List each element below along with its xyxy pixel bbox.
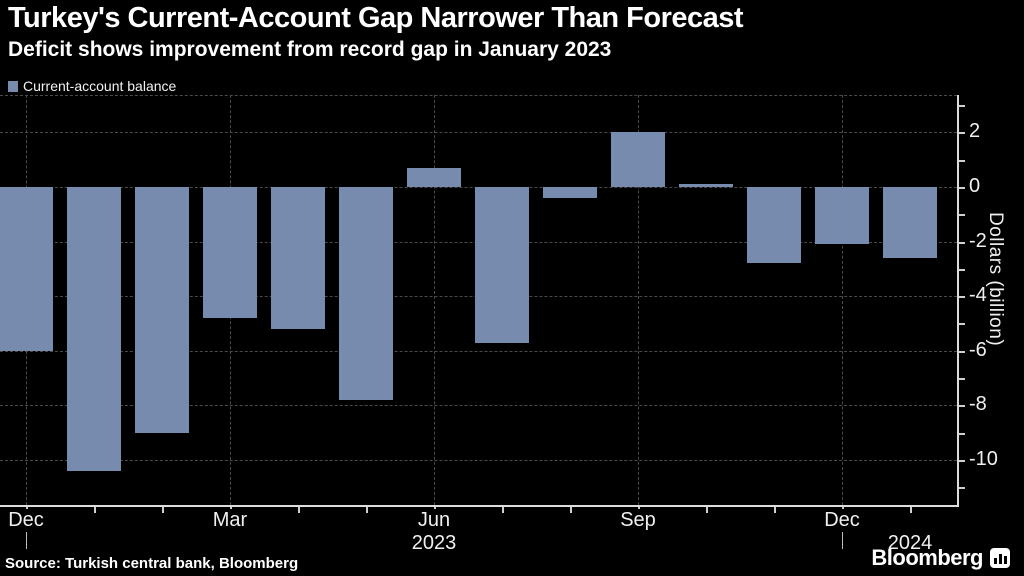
- x-tick: [162, 507, 164, 513]
- legend-label: Current-account balance: [23, 78, 177, 94]
- y-tick: [959, 460, 965, 462]
- h-gridline: [0, 132, 957, 133]
- bloomberg-logo: Bloomberg: [871, 545, 1010, 571]
- y-tick: [959, 242, 965, 244]
- x-tick-label: Jun: [414, 509, 454, 532]
- y-tick: [959, 378, 965, 380]
- y-tick: [959, 296, 965, 298]
- x-axis-line: [0, 505, 959, 507]
- y-tick: [959, 269, 965, 271]
- y-tick-label: -8: [969, 393, 987, 415]
- x-tick-label: Sep: [617, 509, 659, 532]
- x-tick: [774, 507, 776, 513]
- y-tick: [959, 160, 965, 162]
- x-tick: [366, 507, 368, 513]
- y-tick: [959, 405, 965, 407]
- y-tick: [959, 351, 965, 353]
- bar-nov-2023: [747, 187, 801, 263]
- y-axis-title: Dollars (billion): [985, 212, 1006, 347]
- v-gridline: [638, 95, 639, 505]
- h-gridline: [0, 405, 957, 406]
- x-tick: [706, 507, 708, 513]
- y-tick: [959, 433, 965, 435]
- x-tick-label: Dec: [5, 509, 47, 532]
- legend: Current-account balance: [8, 78, 176, 94]
- h-gridline: [0, 95, 957, 96]
- bar-oct-2023: [679, 184, 733, 187]
- bar-may-2023: [339, 187, 393, 400]
- x-tick-label: Dec: [821, 509, 863, 532]
- v-gridline: [434, 95, 435, 505]
- bloomberg-chart-icon: [990, 548, 1010, 568]
- x-tick: [502, 507, 504, 513]
- year-label: 2023: [411, 532, 457, 554]
- x-tick-label: Mar: [209, 509, 251, 532]
- y-axis-line: [957, 95, 959, 507]
- bar-sep-2023: [611, 132, 665, 187]
- chart-title: Turkey's Current-Account Gap Narrower Th…: [8, 2, 744, 34]
- bar-jan-2024: [883, 187, 937, 258]
- bar-jan-2023: [67, 187, 121, 471]
- y-tick: [959, 187, 965, 189]
- y-tick: [959, 487, 965, 489]
- bloomberg-logo-text: Bloomberg: [871, 545, 983, 570]
- legend-swatch: [8, 80, 18, 92]
- bar-apr-2023: [271, 187, 325, 329]
- v-gridline: [842, 95, 843, 505]
- y-tick-label: -6: [969, 339, 987, 361]
- y-tick: [959, 323, 965, 325]
- bar-mar-2023: [203, 187, 257, 318]
- bar-jun-2023: [407, 168, 461, 187]
- y-tick-label: -4: [969, 284, 987, 306]
- year-label: 2024: [887, 532, 933, 554]
- x-tick: [94, 507, 96, 513]
- y-tick: [959, 105, 965, 107]
- x-tick: [570, 507, 572, 513]
- bar-dec-2023: [815, 187, 869, 244]
- h-gridline: [0, 351, 957, 352]
- y-tick-label: 0: [969, 175, 981, 197]
- y-tick: [959, 214, 965, 216]
- bar-dec-2022: [0, 187, 53, 351]
- bar-aug-2023: [543, 187, 597, 198]
- source-note: Source: Turkish central bank, Bloomberg: [5, 555, 299, 572]
- y-tick-label: -10: [969, 448, 998, 470]
- y-tick: [959, 132, 965, 134]
- x-tick: [298, 507, 300, 513]
- chart-subtitle: Deficit shows improvement from record ga…: [8, 38, 612, 61]
- y-tick-label: 2: [969, 120, 981, 142]
- bar-feb-2023: [135, 187, 189, 433]
- h-gridline: [0, 460, 957, 461]
- bar-jul-2023: [475, 187, 529, 343]
- x-tick: [910, 507, 912, 513]
- y-tick-label: -2: [969, 230, 987, 252]
